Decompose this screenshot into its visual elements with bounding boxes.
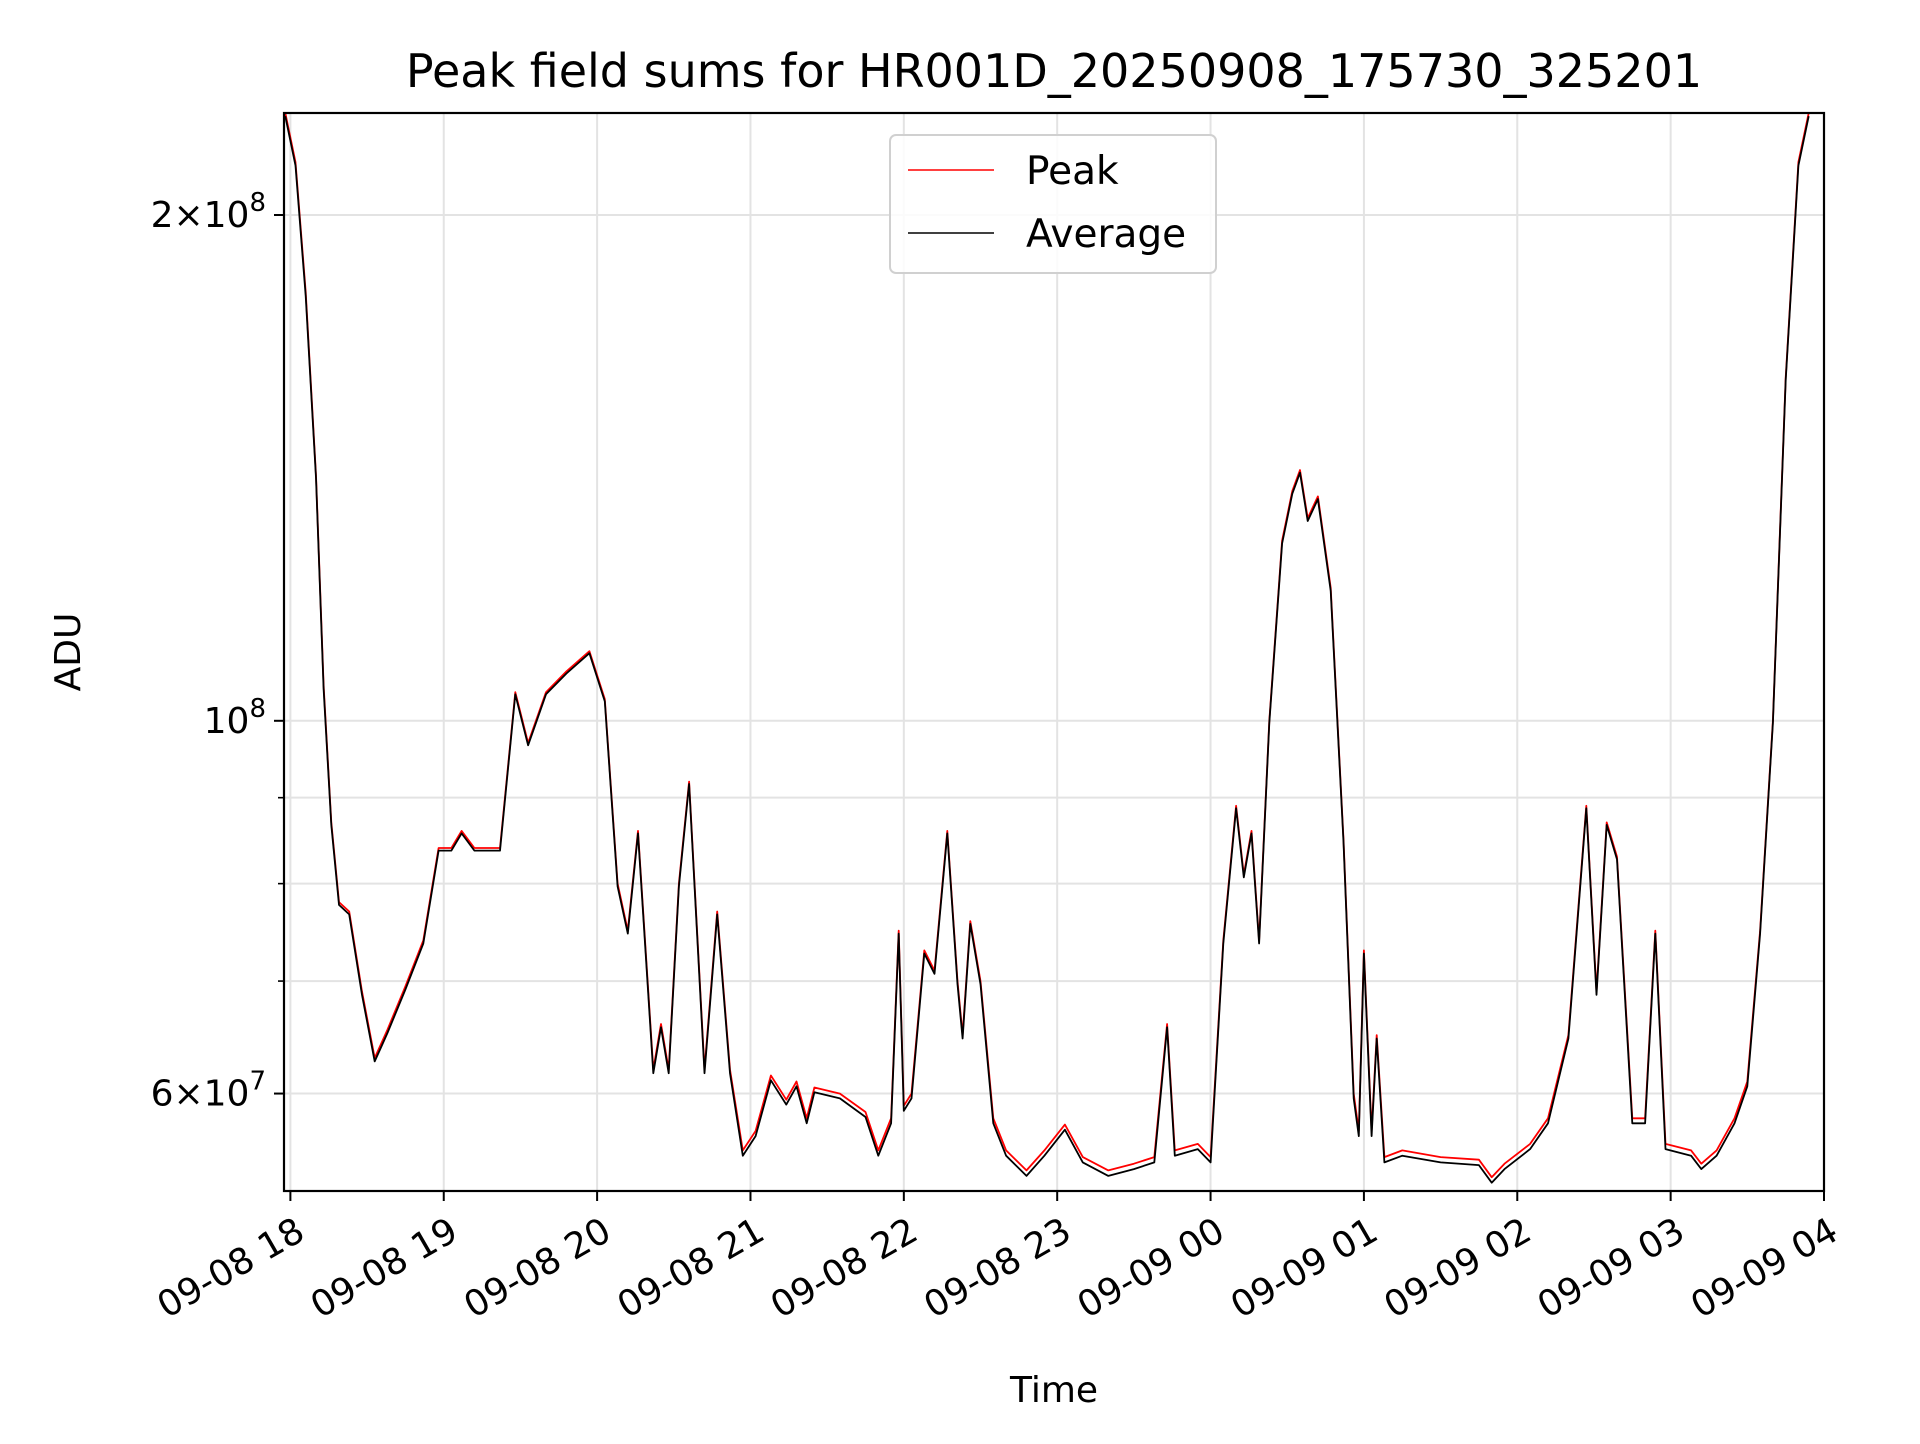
y-tick-label: 2×108 bbox=[151, 188, 266, 236]
legend-label-average: Average bbox=[1026, 212, 1186, 257]
y-tick-label: 108 bbox=[204, 694, 266, 742]
y-tick-label: 6×107 bbox=[151, 1067, 266, 1115]
y-axis: 6×107 108 2×108 bbox=[151, 188, 284, 1115]
series-line-average bbox=[284, 116, 1810, 1184]
plot-frame bbox=[282, 111, 1826, 1193]
y-axis-title: ADU bbox=[48, 613, 89, 692]
legend-label-peak: Peak bbox=[1026, 149, 1119, 194]
x-axis-title: Time bbox=[1009, 1370, 1098, 1411]
legend: Peak Average bbox=[889, 134, 1217, 274]
plot-lines bbox=[284, 113, 1810, 1184]
chart-title: Peak field sums for HR001D_20250908_1757… bbox=[406, 44, 1702, 98]
